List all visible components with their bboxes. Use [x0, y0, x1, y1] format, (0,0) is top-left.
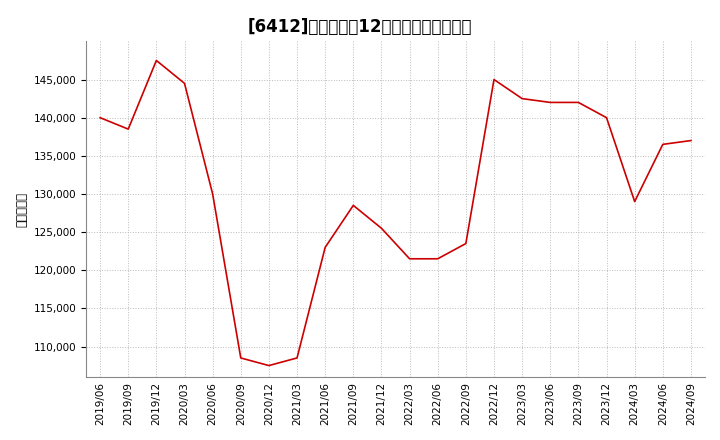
Y-axis label: （百万円）: （百万円） — [15, 192, 28, 227]
Text: [6412]　売上高の12か月移動合計の推移: [6412] 売上高の12か月移動合計の推移 — [248, 18, 472, 36]
